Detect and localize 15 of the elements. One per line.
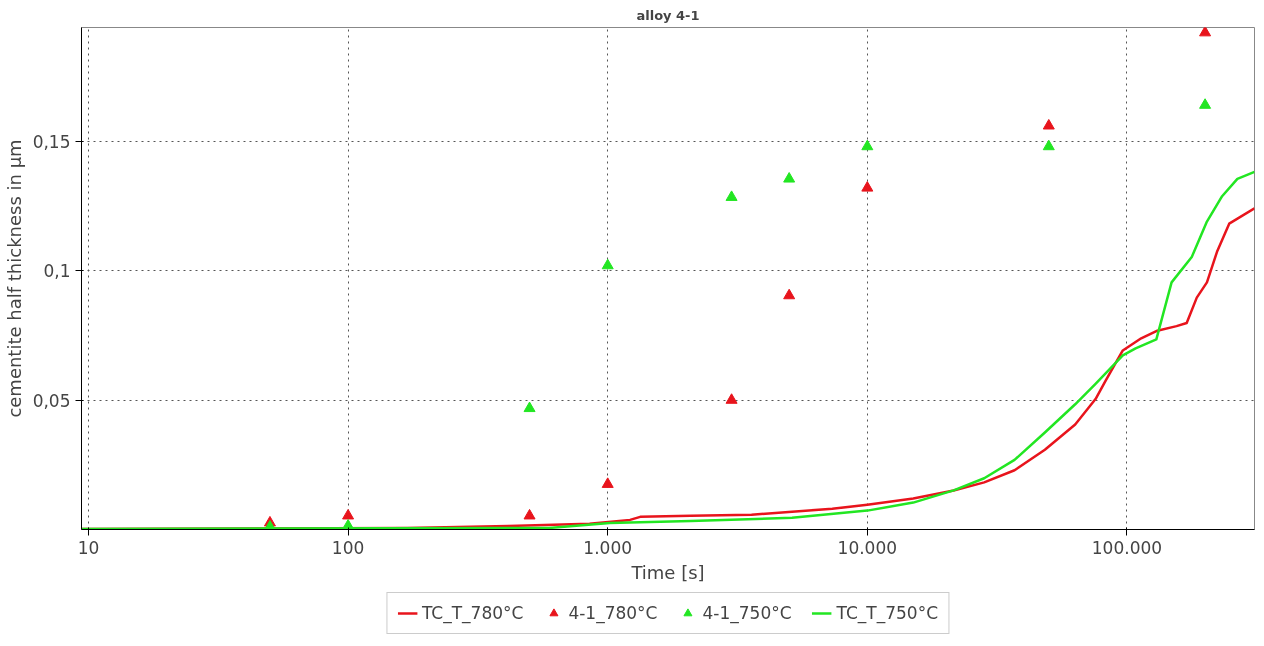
x-axis-title: Time [s] — [630, 561, 705, 583]
y-tick-label: 0,15 — [32, 131, 71, 152]
x-tick-label: 100 — [331, 537, 365, 558]
legend-label: TC_T_780°C — [421, 602, 524, 623]
legend-label: 4-1_750°C — [702, 602, 792, 623]
legend-label: TC_T_750°C — [836, 602, 939, 623]
y-tick-label: 0,05 — [32, 390, 71, 411]
x-tick-label: 10 — [77, 537, 100, 558]
x-tick-label: 10.000 — [837, 537, 898, 558]
x-tick-label: 100.000 — [1091, 537, 1163, 558]
legend-label: 4-1_780°C — [568, 602, 658, 623]
y-axis-title: cementite half thickness in µm — [3, 139, 25, 418]
x-tick-label: 1.000 — [583, 537, 633, 558]
y-tick-label: 0,1 — [43, 261, 71, 282]
chart-title: alloy 4-1 — [636, 7, 700, 23]
